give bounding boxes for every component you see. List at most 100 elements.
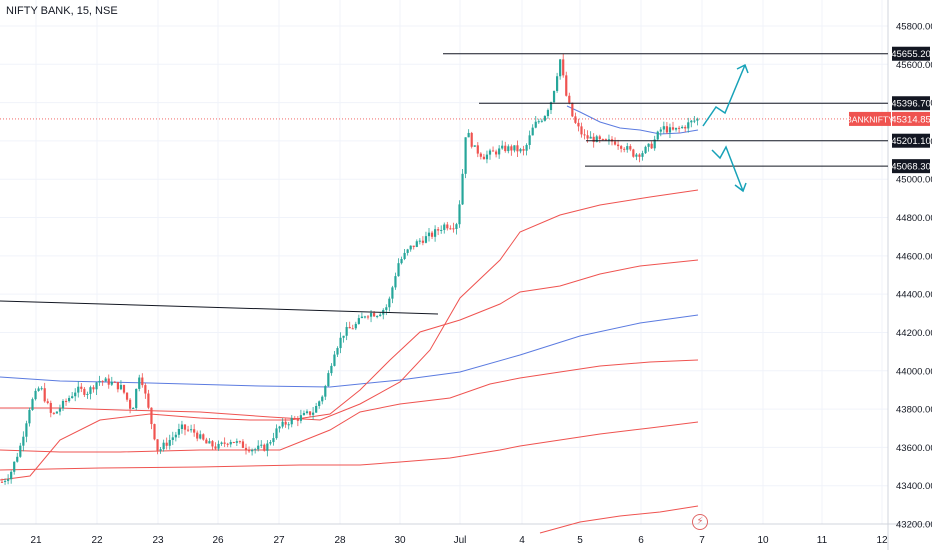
candle bbox=[513, 145, 516, 153]
candle bbox=[674, 127, 678, 132]
price-label-text: 45068.30 bbox=[891, 162, 931, 173]
candle bbox=[412, 245, 415, 250]
candle bbox=[284, 418, 287, 428]
lightning-icon[interactable]: ⚡ bbox=[692, 514, 708, 530]
candle-body bbox=[52, 412, 55, 414]
y-tick-label: 45800.00 bbox=[896, 22, 932, 33]
candle-body bbox=[129, 399, 132, 409]
price-label-bg bbox=[892, 96, 930, 111]
chart-title: NIFTY BANK, 15, NSE bbox=[6, 5, 118, 17]
candle bbox=[43, 382, 46, 403]
candle bbox=[363, 315, 367, 319]
candle-body bbox=[650, 143, 653, 149]
candle-body bbox=[58, 408, 62, 412]
candle bbox=[299, 409, 302, 424]
candle-body bbox=[690, 120, 693, 123]
candle-body bbox=[132, 407, 135, 409]
candle bbox=[263, 443, 266, 452]
candle-body bbox=[321, 396, 324, 402]
candle-body bbox=[64, 400, 68, 402]
candle bbox=[260, 440, 263, 449]
candle bbox=[25, 420, 28, 443]
x-tick-label: 11 bbox=[817, 535, 828, 546]
candle-body bbox=[400, 259, 403, 264]
candle-body bbox=[665, 126, 668, 133]
candle-body bbox=[418, 240, 421, 242]
candle-body bbox=[568, 95, 571, 103]
candle bbox=[31, 397, 34, 411]
candle-body bbox=[488, 150, 492, 155]
candle bbox=[434, 225, 437, 242]
candle bbox=[693, 116, 696, 124]
candle-body bbox=[110, 381, 113, 385]
candle-body bbox=[678, 127, 681, 129]
candle bbox=[46, 398, 49, 405]
candle bbox=[534, 116, 537, 129]
candle bbox=[376, 315, 379, 319]
candle-body bbox=[586, 135, 589, 139]
candle-body bbox=[272, 438, 275, 443]
candle bbox=[156, 439, 159, 455]
arrow-up-path bbox=[702, 64, 746, 127]
candle bbox=[293, 415, 296, 420]
candle bbox=[174, 431, 177, 442]
candle bbox=[3, 478, 7, 485]
candle bbox=[626, 142, 629, 153]
candle bbox=[357, 314, 360, 325]
candle bbox=[647, 143, 650, 152]
candle bbox=[336, 346, 339, 358]
candle bbox=[22, 431, 25, 452]
candle bbox=[64, 398, 68, 406]
candle-body bbox=[373, 313, 376, 317]
candle-body bbox=[312, 412, 315, 415]
candle bbox=[183, 424, 187, 436]
candle-body bbox=[284, 421, 287, 425]
candle-body bbox=[351, 328, 354, 330]
candle bbox=[461, 169, 464, 205]
candle-body bbox=[342, 335, 345, 338]
candle-body bbox=[491, 150, 495, 152]
candle bbox=[495, 149, 498, 158]
candle bbox=[351, 324, 354, 330]
candle-body bbox=[37, 388, 40, 391]
candle bbox=[613, 137, 617, 146]
candle bbox=[40, 386, 43, 391]
candle bbox=[525, 143, 528, 156]
candle bbox=[455, 222, 458, 235]
candle-body bbox=[574, 116, 577, 123]
candle-body bbox=[479, 153, 482, 157]
candle-body bbox=[461, 173, 464, 205]
candle-body bbox=[528, 135, 531, 145]
candle bbox=[208, 438, 211, 444]
ma-red-line-4 bbox=[0, 359, 699, 453]
candle-body bbox=[61, 400, 65, 409]
candle bbox=[129, 398, 132, 414]
candle bbox=[235, 438, 238, 447]
candle-body bbox=[617, 144, 620, 147]
x-tick-label: 10 bbox=[757, 535, 769, 546]
candle-body bbox=[653, 139, 656, 149]
candle-body bbox=[437, 229, 440, 231]
candle bbox=[241, 439, 245, 449]
candle-body bbox=[360, 316, 363, 319]
candle-body bbox=[482, 156, 485, 160]
candle-body bbox=[684, 126, 687, 129]
candle bbox=[491, 146, 495, 152]
candle bbox=[574, 112, 577, 124]
candle-body bbox=[28, 409, 31, 424]
candle bbox=[116, 381, 119, 393]
candle bbox=[186, 425, 190, 432]
grid bbox=[0, 0, 888, 525]
candle bbox=[132, 407, 135, 409]
candle-body bbox=[693, 120, 696, 122]
candle-body bbox=[379, 314, 382, 317]
candle bbox=[58, 404, 62, 416]
candle bbox=[315, 402, 318, 413]
candle bbox=[162, 439, 165, 452]
candle-body bbox=[607, 139, 611, 141]
candle-body bbox=[266, 443, 269, 451]
price-label: 45396.70 bbox=[891, 96, 931, 111]
candle bbox=[470, 131, 473, 149]
